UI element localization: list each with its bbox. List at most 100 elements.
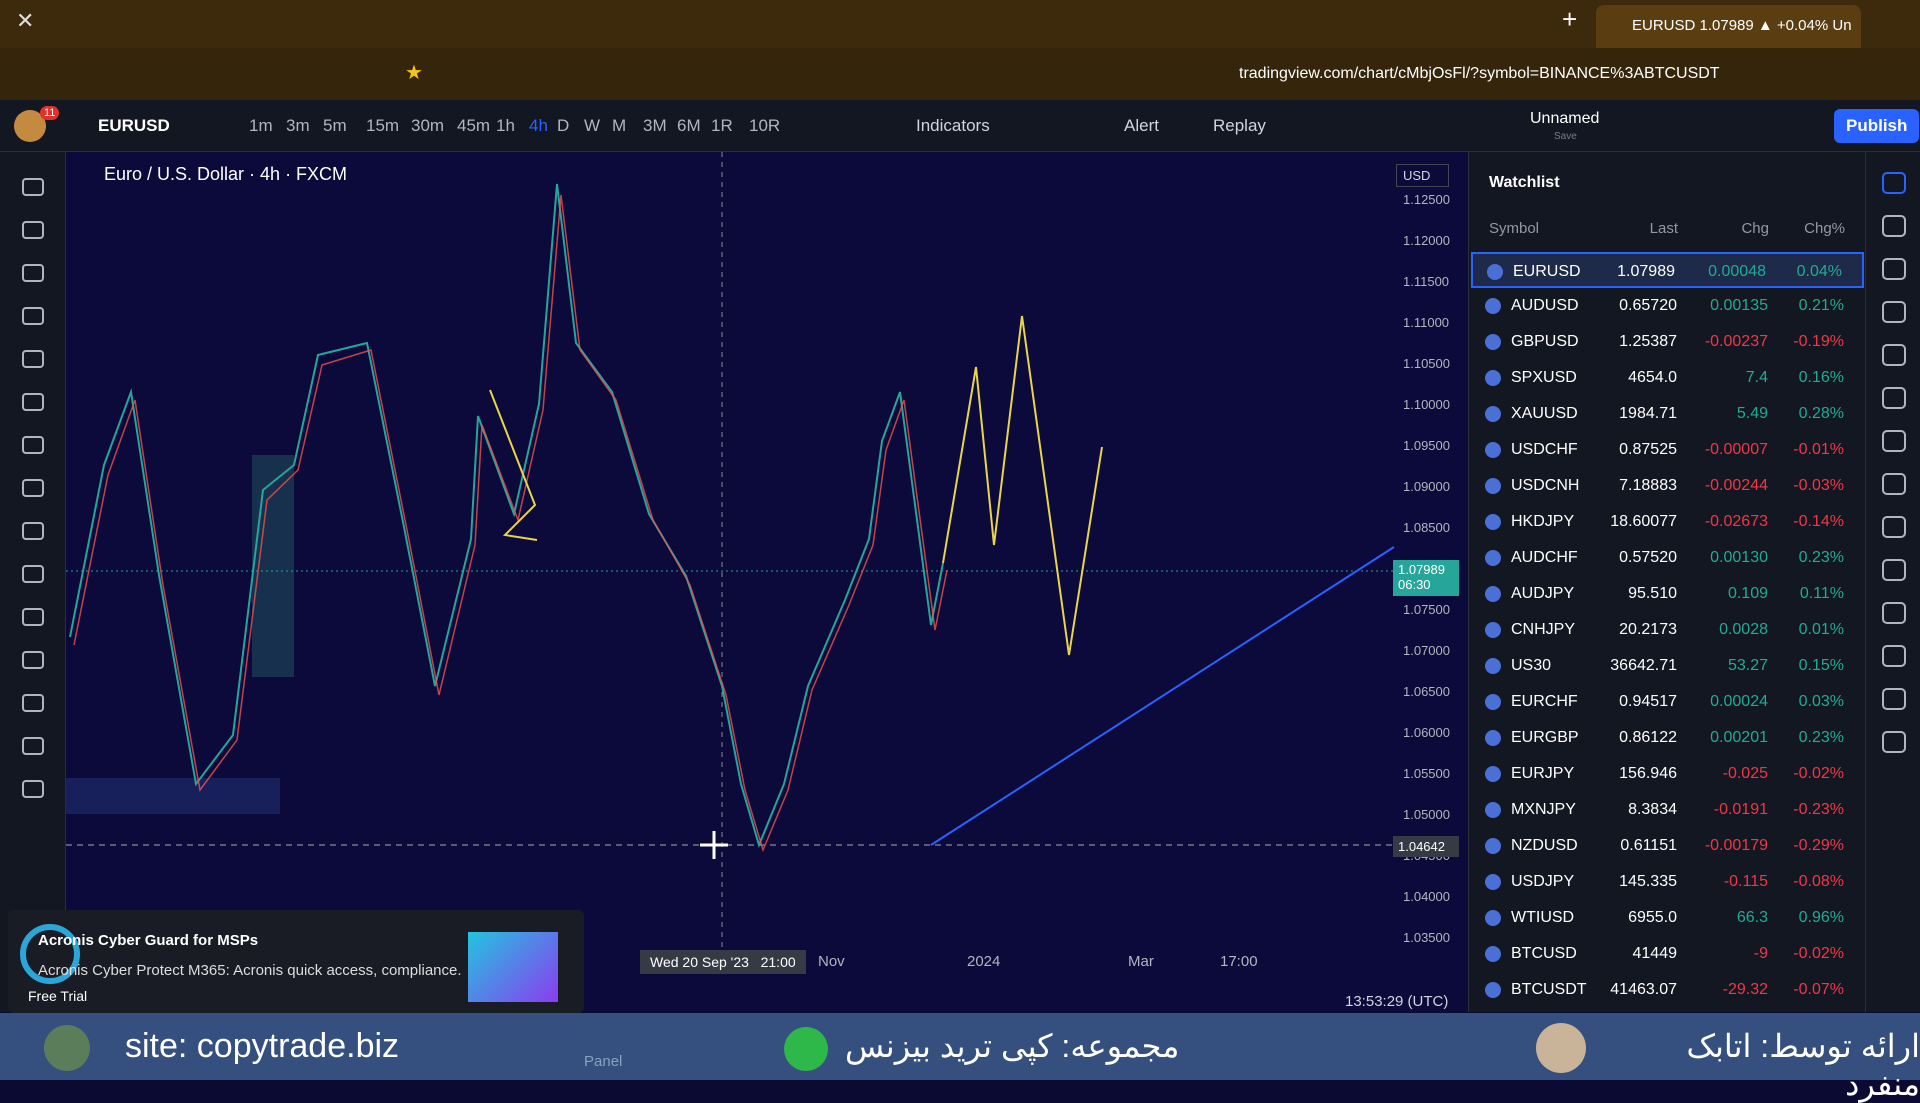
timeframe[interactable]: 45m [457, 116, 491, 135]
sidebar-icon[interactable] [1882, 344, 1906, 366]
watchlist-row[interactable]: USDCNH 7.18883 -0.00244 -0.03% [1471, 468, 1864, 504]
watchlist-row[interactable]: USDJPY 145.335 -0.115 -0.08% [1471, 864, 1864, 900]
tool-icon[interactable] [22, 780, 44, 798]
new-tab[interactable]: + [1562, 4, 1578, 34]
save-label[interactable]: Save [1554, 131, 1577, 142]
change-percent: -0.08% [1793, 873, 1844, 890]
timeframe[interactable]: 1m [249, 116, 273, 135]
ad-popup[interactable]: Acronis Cyber Guard for MSPs Acronis Cyb… [8, 910, 584, 1013]
watchlist-row[interactable]: EURCHF 0.94517 0.00024 0.03% [1471, 684, 1864, 720]
watchlist-row[interactable]: AUDJPY 95.510 0.109 0.11% [1471, 576, 1864, 612]
sidebar-icon[interactable] [1882, 559, 1906, 581]
change-percent: 0.04% [1796, 263, 1842, 280]
watchlist-row[interactable]: NZDUSD 0.61151 -0.00179 -0.29% [1471, 828, 1864, 864]
watchlist-row[interactable]: MXNJPY 8.3834 -0.0191 -0.23% [1471, 792, 1864, 828]
tool-icon[interactable] [22, 608, 44, 626]
tool-icon[interactable] [22, 393, 44, 411]
timeframe[interactable]: 3m [286, 116, 310, 135]
sidebar-icon[interactable] [1882, 688, 1906, 710]
sidebar-icon[interactable] [1882, 430, 1906, 452]
tool-icon[interactable] [22, 436, 44, 454]
tool-icon[interactable] [22, 565, 44, 583]
watchlist-row[interactable]: EURJPY 156.946 -0.025 -0.02% [1471, 756, 1864, 792]
sidebar-icon[interactable] [1882, 602, 1906, 624]
timeframe[interactable]: 3M [643, 116, 667, 135]
change: 5.49 [1736, 405, 1768, 422]
bookmark-star[interactable]: ★ [405, 62, 423, 84]
sidebar-icon[interactable] [1882, 301, 1906, 323]
timeframe[interactable]: 10R [749, 116, 781, 135]
change-percent: 0.11% [1799, 585, 1844, 602]
promo-banner: site: copytrade.biz Panel مجموعه: کپی تر… [0, 1013, 1920, 1102]
close-window[interactable]: ✕ [16, 8, 35, 33]
watchlist-row[interactable]: AUDCHF 0.57520 0.00130 0.23% [1471, 540, 1864, 576]
layout-name[interactable]: Unnamed [1530, 110, 1600, 127]
sidebar-icon[interactable] [1882, 473, 1906, 495]
sidebar-icon[interactable] [1882, 731, 1906, 753]
sidebar-icon[interactable] [1882, 516, 1906, 538]
watchlist-row[interactable]: XAUUSD 1984.71 5.49 0.28% [1471, 396, 1864, 432]
sidebar-icon[interactable] [1882, 645, 1906, 667]
timeframe[interactable]: 30m [411, 116, 445, 135]
watchlist-row[interactable]: EURGBP 0.86122 0.00201 0.23% [1471, 720, 1864, 756]
watchlist-row[interactable]: BTCUSD 41449 -9 -0.02% [1471, 936, 1864, 972]
price-label: 1.11000 [1403, 315, 1450, 330]
panel-label: Panel [584, 1053, 623, 1070]
watchlist-row[interactable]: USDCHF 0.87525 -0.00007 -0.01% [1471, 432, 1864, 468]
last-price-tag: 1.07989 06:30 [1393, 560, 1459, 596]
sidebar-icon[interactable] [1882, 258, 1906, 280]
symbol: EURJPY [1511, 765, 1575, 782]
ad-cta[interactable]: Free Trial [28, 988, 88, 1004]
last: 0.61151 [1620, 837, 1677, 854]
check-icon [784, 1027, 828, 1071]
indicators-button[interactable]: Indicators [916, 116, 990, 135]
watchlist-row[interactable]: CNHJPY 20.2173 0.0028 0.01% [1471, 612, 1864, 648]
watchlist-row[interactable]: BTCUSDT 41463.07 -29.32 -0.07% [1471, 972, 1864, 1008]
currency-selector[interactable]: USD [1396, 164, 1450, 187]
timeframe[interactable]: 1R [711, 116, 733, 135]
tool-icon[interactable] [22, 522, 44, 540]
symbol-search[interactable]: EURUSD [98, 116, 170, 135]
watchlist-row[interactable]: WTIUSD 6955.0 66.3 0.96% [1471, 900, 1864, 936]
tool-icon[interactable] [22, 178, 44, 196]
tool-icon[interactable] [22, 737, 44, 755]
timeframe[interactable]: 4h [529, 116, 548, 135]
tool-icon[interactable] [22, 479, 44, 497]
watchlist-row[interactable]: GBPUSD 1.25387 -0.00237 -0.19% [1471, 324, 1864, 360]
symbol: MXNJPY [1511, 801, 1576, 818]
publish-button[interactable]: Publish [1834, 109, 1920, 143]
price-label: 1.08500 [1403, 520, 1450, 535]
watchlist-row[interactable]: HKDJPY 18.60077 -0.02673 -0.14% [1471, 504, 1864, 540]
tool-icon[interactable] [22, 350, 44, 368]
timeframe[interactable]: W [584, 116, 601, 135]
watchlist-row[interactable]: US30 36642.71 53.27 0.15% [1471, 648, 1864, 684]
tool-icon[interactable] [22, 651, 44, 669]
tool-icon[interactable] [22, 264, 44, 282]
sidebar-icon[interactable] [1882, 215, 1906, 237]
change: -0.02673 [1704, 513, 1768, 530]
alert-button[interactable]: Alert [1124, 116, 1159, 135]
last: 6955.0 [1628, 909, 1677, 926]
sidebar-icon[interactable] [1882, 172, 1906, 194]
watchlist-row[interactable]: AUDUSD 0.65720 0.00135 0.21% [1471, 288, 1864, 324]
change: 0.00130 [1710, 549, 1768, 566]
watchlist-row[interactable]: SPXUSD 4654.0 7.4 0.16% [1471, 360, 1864, 396]
watchlist-row[interactable]: EURUSD 1.07989 0.00048 0.04% [1471, 252, 1864, 288]
timeframe[interactable]: 1h [496, 116, 515, 135]
replay-button[interactable]: Replay [1213, 116, 1266, 135]
price-path-bearish [73, 194, 948, 853]
tool-icon[interactable] [22, 221, 44, 239]
timeframe[interactable]: D [557, 116, 570, 135]
timeframe[interactable]: 6M [677, 116, 701, 135]
tool-icon[interactable] [22, 307, 44, 325]
watchlist-title[interactable]: Watchlist [1489, 174, 1560, 191]
timeframe[interactable]: 15m [366, 116, 400, 135]
last: 0.57520 [1619, 549, 1677, 566]
url[interactable]: tradingview.com/chart/cMbjOsFl/?symbol=B… [1239, 65, 1720, 82]
timeframe[interactable]: M [612, 116, 627, 135]
timeframe[interactable]: 5m [323, 116, 347, 135]
active-tab[interactable]: EURUSD 1.07989 ▲ +0.04% Un [1596, 5, 1861, 48]
symbol: AUDCHF [1511, 549, 1578, 566]
tool-icon[interactable] [22, 694, 44, 712]
sidebar-icon[interactable] [1882, 387, 1906, 409]
